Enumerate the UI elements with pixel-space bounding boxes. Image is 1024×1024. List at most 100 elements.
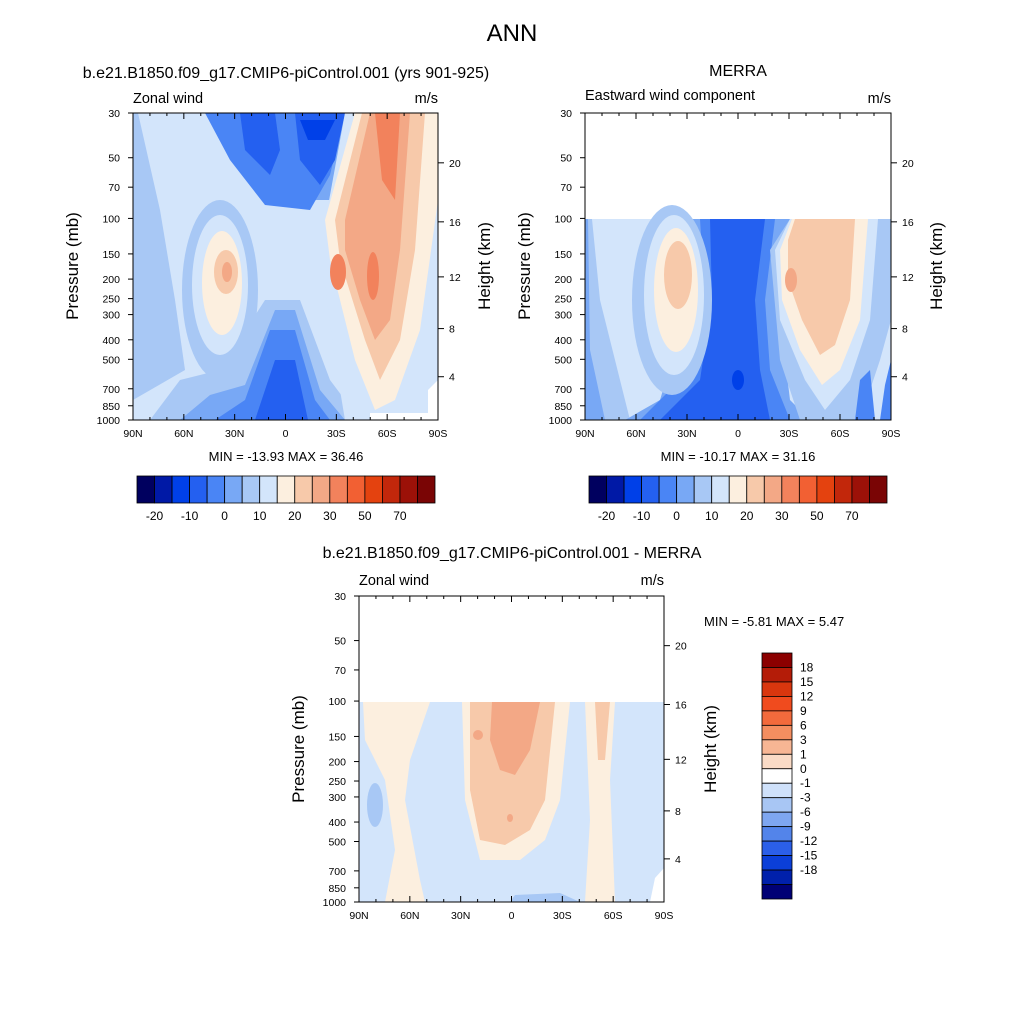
panel-diff-colorbar-box [761,724,793,741]
panel-merra-colorbar-box [763,475,783,504]
panel-diff-ylabel: Pressure (mb) [289,695,308,803]
panel-model-colorbar-box [259,475,278,504]
panel-merra-height-tick-label: 12 [902,272,914,284]
panel-merra-colorbar-box [851,475,870,504]
panel-merra-y-tick-label: 100 [554,213,572,225]
panel-diff: b.e21.B1850.f09_g17.CMIP6-piControl.001 … [289,545,844,922]
panel-diff-y-tick-label: 250 [328,776,346,788]
panel-merra-colorbar-box [693,475,713,504]
panel-merra-y-tick-label: 70 [560,182,572,194]
panel-model-colorbar-box [382,475,401,504]
panel-diff-colorbar-box [761,797,793,813]
panel-diff-colorbar-box [761,768,793,784]
panel-model-y-tick-label: 100 [102,213,120,225]
panel-merra-left-string: Eastward wind component [585,88,755,104]
panel-merra-colorbar-box [658,475,678,504]
panel-diff-colorbar-box [761,696,793,712]
panel-model-left-string: Zonal wind [133,91,203,107]
panel-model-ylabel-right: Height (km) [475,222,494,310]
panel-merra-x-tick-label: 30N [677,428,696,440]
panel-model-x-tick-label: 60N [174,428,193,440]
panel-diff-colorbar-label: 15 [800,675,814,689]
panel-merra-y-tick-label: 400 [554,335,572,347]
panel-merra-y-tick-label: 200 [554,274,572,286]
panel-model-colorbar: -20 -10 0 10 20 30 50 70 [136,475,436,523]
panel-diff-y-tick-label: 500 [328,837,346,849]
panel-model-minmax: MIN = -13.93 MAX = 36.46 [209,449,364,464]
panel-diff-y-tick-label: 200 [328,757,346,769]
panel-model-colorbar-label: 10 [253,509,267,523]
panel-diff-x-tick-label: 60N [400,910,419,922]
panel-diff-colorbar-label: -12 [800,834,818,848]
panel-merra-colorbar-box [606,475,625,504]
panel-model-colorbar-label: 70 [393,509,407,523]
panel-model-title: b.e21.B1850.f09_g17.CMIP6-piControl.001 … [83,65,489,82]
panel-merra-y-tick-label: 150 [554,249,572,261]
panel-diff-x-tick-label: 60S [604,910,623,922]
panel-diff-colorbar-box [761,811,793,828]
panel-model-colorbar-box [171,475,190,504]
panel-diff-colorbar-label: 1 [800,747,807,761]
panel-diff-colorbar-label: -15 [800,849,818,863]
panel-model-colorbar-label: 30 [323,509,337,523]
panel-merra-x-tick-label: 90N [575,428,594,440]
panel-merra-colorbar-label: 30 [775,509,789,523]
panel-diff-field [359,596,664,902]
panel-diff-y-tick-label: 300 [328,792,346,804]
panel-merra-title: MERRA [709,63,767,80]
panel-diff-x-tick-label: 90N [349,910,368,922]
panel-merra-colorbar-box [816,475,835,504]
panel-model-colorbar-label: 50 [358,509,372,523]
panel-model-y-tick-label: 250 [102,294,120,306]
panel-diff-colorbar-box [761,652,793,668]
panel-model-y-tick-label: 500 [102,354,120,366]
panel-model-x-tick-label: 30S [327,428,346,440]
panel-model-y-tick-label: 30 [108,108,120,120]
panel-model-height-tick-label: 16 [449,217,461,229]
panel-diff-height-tick-label: 8 [675,806,681,818]
panel-merra-colorbar-box [728,475,748,504]
panel-model-colorbar-label: 20 [288,509,302,523]
panel-diff-colorbar-box [761,739,793,755]
panel-merra-colorbar-label: 70 [845,509,859,523]
panel-diff-colorbar-box [761,753,793,770]
panel-model-x-tick-label: 90N [123,428,142,440]
panel-model-colorbar-box [417,475,436,504]
panel-merra-colorbar-label: 0 [673,509,680,523]
panel-merra-height-tick-label: 20 [902,158,914,170]
panel-diff-title: b.e21.B1850.f09_g17.CMIP6-piControl.001 … [323,545,702,562]
panel-diff-colorbar-box [761,681,793,697]
panel-model-colorbar-box [311,475,331,504]
panel-merra-colorbar-label: 50 [810,509,824,523]
panel-model-colorbar-label: -10 [181,509,199,523]
panel-diff-colorbar-box [761,869,793,885]
panel-merra-ylabel: Pressure (mb) [515,212,534,320]
panel-merra-colorbar-box [746,475,765,504]
panel-diff-x-tick-label: 30N [451,910,470,922]
panel-diff-colorbar-box [761,840,793,856]
panel-model-colorbar-label: 0 [221,509,228,523]
panel-diff-y-tick-label: 30 [334,591,346,603]
panel-diff-colorbar-label: 6 [800,718,807,732]
panel-merra-colorbar-label: 20 [740,509,754,523]
panel-merra-colorbar-box [623,475,642,504]
panel-model-y-tick-label: 200 [102,274,120,286]
panel-model-y-tick-label: 50 [108,153,120,165]
panel-diff-colorbar-label: -6 [800,805,811,819]
panel-merra: MERRA Eastward wind component m/s Pres [515,63,946,523]
panel-diff-y-tick-label: 1000 [323,897,347,909]
panel-diff-colorbar-label: 0 [800,762,807,776]
panel-merra-y-tick-label: 700 [554,384,572,396]
panel-diff-colorbar-box [761,667,793,683]
panel-diff-colorbar-label: -9 [800,820,811,834]
panel-model-colorbar-box [224,475,243,504]
panel-diff-ylabel-right: Height (km) [701,705,720,793]
panel-model-y-tick-label: 300 [102,310,120,322]
panel-diff-colorbar-label: -1 [800,776,811,790]
panel-model-ticks: 90N 60N 30N 0 30S 60S 90S 30 50 70 100 150 200 250 300… [97,108,461,440]
panel-model-x-tick-label: 90S [429,428,448,440]
panel-merra-height-tick-label: 4 [902,372,908,384]
panel-diff-left-string: Zonal wind [359,573,429,589]
panel-diff-ticks: 90N 60N 30N 0 30S 60S 90S 30 50 70 100 150 200 250 300… [323,591,687,922]
panel-model-colorbar-box [276,475,296,504]
